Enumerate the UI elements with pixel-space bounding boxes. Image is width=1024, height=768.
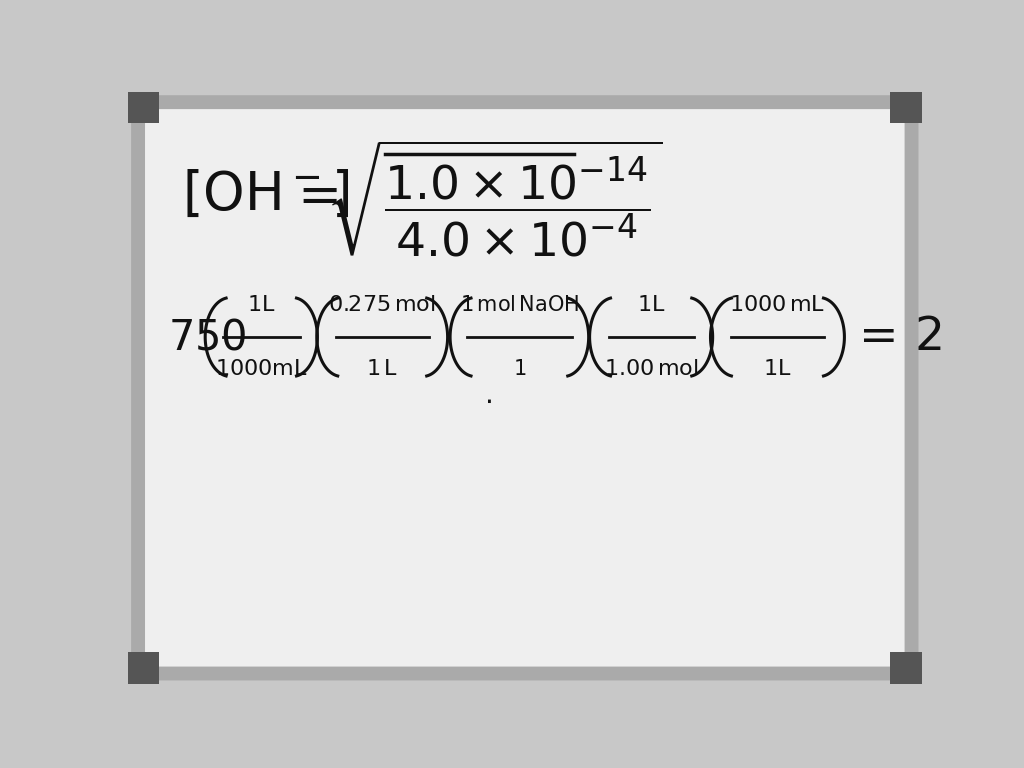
Text: $1\,\mathrm{mol\,NaOH}$: $1\,\mathrm{mol\,NaOH}$ xyxy=(460,295,580,315)
FancyBboxPatch shape xyxy=(890,88,925,124)
FancyBboxPatch shape xyxy=(890,652,925,687)
Text: $1$: $1$ xyxy=(513,359,526,379)
Text: $1000\mathrm{mL}$: $1000\mathrm{mL}$ xyxy=(215,359,307,379)
Text: $1\mathrm{L}$: $1\mathrm{L}$ xyxy=(247,295,275,315)
Text: $0.275\,\mathrm{mol}$: $0.275\,\mathrm{mol}$ xyxy=(329,295,436,315)
Text: $=\,2$: $=\,2$ xyxy=(849,315,942,359)
FancyBboxPatch shape xyxy=(125,652,160,687)
Text: $\cdot$: $\cdot$ xyxy=(484,389,493,416)
Text: $\sqrt{\dfrac{1.0\times10^{-14}}{4.0\times10^{-4}}}$: $\sqrt{\dfrac{1.0\times10^{-14}}{4.0\tim… xyxy=(326,138,663,259)
Text: $=$: $=$ xyxy=(287,168,338,220)
FancyBboxPatch shape xyxy=(125,88,160,124)
FancyBboxPatch shape xyxy=(138,102,911,674)
Text: $\left[\mathrm{OH}^-\right]$: $\left[\mathrm{OH}^-\right]$ xyxy=(182,168,349,220)
Text: $1.00\,\mathrm{mol}$: $1.00\,\mathrm{mol}$ xyxy=(604,359,698,379)
Text: $1\,\mathrm{L}$: $1\,\mathrm{L}$ xyxy=(367,359,398,379)
Text: $1\mathrm{L}$: $1\mathrm{L}$ xyxy=(763,359,792,379)
Text: $750$: $750$ xyxy=(168,316,247,358)
Text: $1\mathrm{L}$: $1\mathrm{L}$ xyxy=(637,295,666,315)
Text: $1000\,\mathrm{mL}$: $1000\,\mathrm{mL}$ xyxy=(729,295,825,315)
